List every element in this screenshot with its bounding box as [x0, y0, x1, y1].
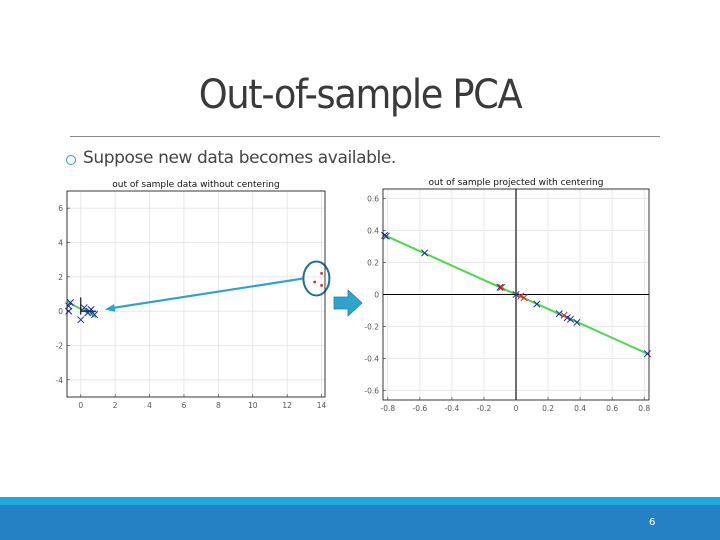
- x-marker-icon: [77, 316, 85, 324]
- x-tick-label: -0.2: [477, 404, 492, 413]
- bullet-circle-icon: [66, 154, 76, 165]
- transition-arrow: [333, 289, 364, 319]
- y-tick-label: 0.6: [367, 195, 379, 204]
- x-marker-icon: [520, 294, 528, 302]
- page-number: 6: [649, 517, 656, 528]
- x-marker-icon: [421, 249, 429, 257]
- y-tick-label: -2: [56, 342, 64, 351]
- arrow-head-icon: [104, 303, 116, 312]
- chart-title: out of sample projected with centering: [429, 178, 604, 188]
- x-marker-icon: [90, 311, 99, 319]
- x-tick-label: -0.8: [380, 404, 395, 413]
- x-marker-icon: [87, 305, 95, 314]
- y-tick-label: 0.4: [367, 227, 379, 236]
- chart-right-svg: -0.8 -0.6 -0.4 -0.2 0 0.2 0.4 0.6 0.80.60.40.20-…: [364, 178, 651, 413]
- x-marker-icon: [382, 232, 390, 240]
- annotation-arrow: [112, 277, 303, 310]
- x-tick-label: 0.8: [638, 404, 650, 413]
- x-tick-label: 0: [78, 401, 83, 410]
- footer-accent-strip: [0, 497, 720, 505]
- y-tick-label: -0.2: [364, 322, 379, 331]
- x-tick-label: 2: [113, 401, 118, 410]
- y-tick-label: -0.4: [364, 354, 379, 363]
- plot-frame: [66, 190, 326, 398]
- data-point-dot: [313, 280, 317, 284]
- y-tick-label: 4: [58, 239, 63, 248]
- x-tick-label: 0: [514, 404, 519, 413]
- x-tick-label: 8: [216, 401, 221, 410]
- chart-projected-with-centering: -0.8 -0.6 -0.4 -0.2 0 0.2 0.4 0.6 0.8 0.6 0.4 0.2 0-…: [350, 170, 670, 420]
- x-marker-icon: [560, 311, 568, 319]
- x-marker-icon: [496, 283, 504, 291]
- y-tick-label: -4: [56, 376, 64, 385]
- x-tick-label: 4: [147, 401, 152, 410]
- bullet-text: Suppose new data becomes available.: [83, 148, 396, 168]
- y-tick-label: 0: [58, 307, 63, 316]
- y-tick-label: 0: [374, 291, 379, 300]
- x-marker-icon: [573, 318, 581, 327]
- x-marker-icon: [512, 290, 520, 299]
- plot-frame: [382, 188, 650, 401]
- x-marker-icon: [381, 231, 389, 239]
- y-tick-label: 6: [58, 204, 63, 213]
- x-marker-icon: [533, 300, 541, 308]
- slide-title: Out-of-sample PCA: [198, 72, 523, 118]
- footer-bar: [0, 505, 720, 540]
- chart-without-centering: 0 2 4 6 8 10 12 14 6 4 2 0 -2 -4 out of sample data wi…: [40, 175, 340, 415]
- bullet-item: Suppose new data becomes available.: [66, 148, 396, 168]
- x-marker-icon: [66, 299, 74, 307]
- y-tick-label: 2: [58, 273, 63, 282]
- highlight-circle: [302, 260, 331, 297]
- x-marker-icon: [80, 304, 88, 312]
- x-tick-label: 14: [317, 401, 327, 410]
- data-point-dot: [320, 284, 323, 287]
- title-divider: [70, 136, 660, 137]
- x-tick-label: 10: [248, 401, 258, 410]
- x-tick-label: -0.4: [445, 404, 460, 413]
- x-tick-label: 0.6: [606, 404, 618, 413]
- y-tick-label: -0.6: [364, 386, 379, 395]
- x-tick-label: 0.4: [574, 404, 586, 413]
- x-tick-label: -0.6: [413, 404, 428, 413]
- x-marker-icon: [555, 310, 563, 318]
- x-tick-label: 12: [282, 401, 292, 410]
- x-marker-icon: [498, 283, 506, 291]
- right-arrow-icon: [333, 289, 363, 317]
- y-tick-label: 0.2: [367, 259, 379, 268]
- x-tick-label: 0.2: [542, 404, 554, 413]
- chart-left-svg: 0 2 4 6 8 10 12 14 6 4 2 0 -2 -4 out of sample data wi…: [56, 180, 331, 410]
- chart-title: out of sample data without centering: [112, 180, 279, 190]
- x-tick-label: 6: [182, 401, 187, 410]
- data-point-dot: [320, 272, 323, 275]
- x-marker-icon: [566, 315, 575, 323]
- x-marker-icon: [643, 350, 651, 358]
